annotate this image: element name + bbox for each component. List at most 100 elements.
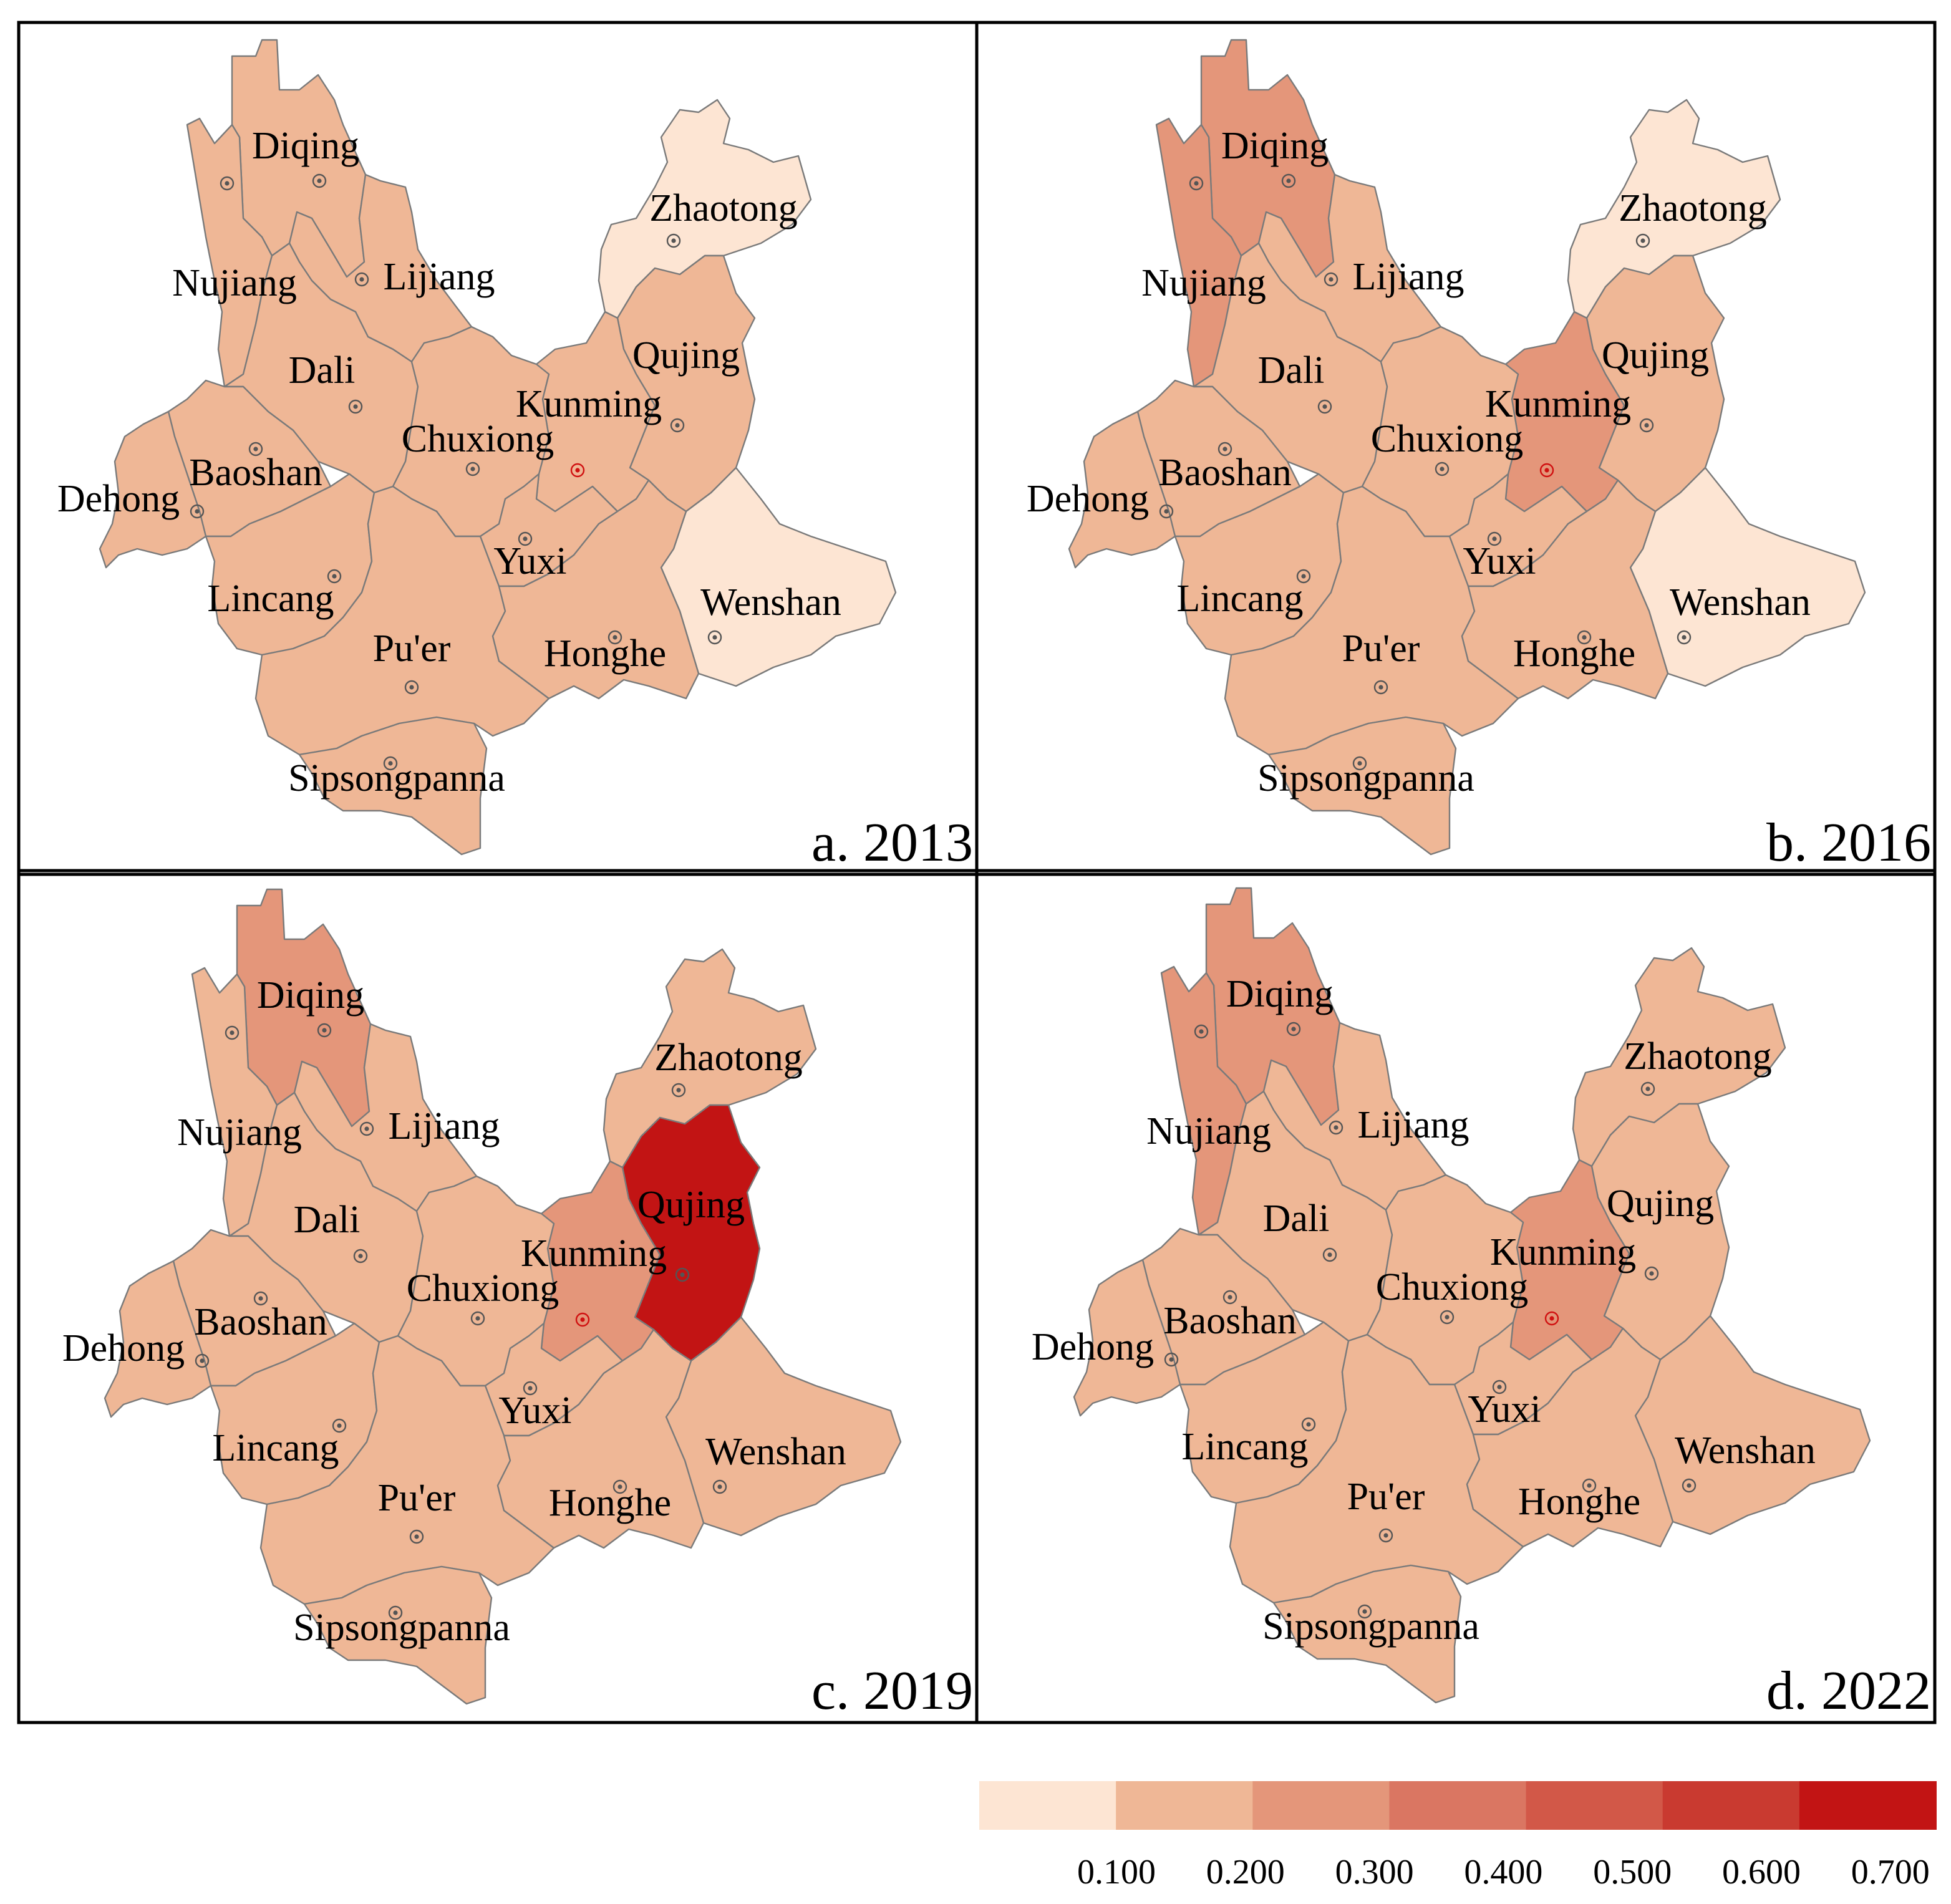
seat-marker-dot — [675, 423, 680, 428]
seat-marker-dot — [717, 1484, 722, 1489]
seat-marker — [1644, 1266, 1659, 1281]
seat-marker-dot — [1587, 1483, 1592, 1488]
region-label: Dali — [294, 1199, 361, 1241]
region-label: Baoshan — [189, 452, 322, 494]
region — [259, 1335, 555, 1605]
region-label: Pu'er — [378, 1477, 456, 1519]
seat-marker-dot — [1497, 1385, 1502, 1389]
seat-marker-dot — [1492, 536, 1497, 541]
legend-swatch — [1526, 1781, 1663, 1830]
region-label: Qujing — [1602, 334, 1709, 377]
seat-marker-dot — [332, 574, 337, 579]
seat-marker — [404, 680, 419, 695]
seat-marker — [465, 462, 480, 476]
seat-marker-dot — [617, 1484, 622, 1489]
region-label: Chuxiong — [1371, 418, 1524, 460]
seat-marker-dot — [1199, 1029, 1204, 1034]
region-label: Diqing — [252, 125, 359, 167]
seat-marker — [1324, 272, 1339, 287]
seat-marker-dot — [359, 277, 364, 282]
seat-marker — [1435, 462, 1450, 476]
seat-marker-dot — [528, 1386, 533, 1391]
seat-marker — [1492, 1380, 1507, 1394]
seat-marker — [666, 233, 681, 248]
region-label: Lincang — [1176, 577, 1303, 620]
legend-tick-label: 0.200 — [1206, 1853, 1285, 1892]
region-label: Kunming — [521, 1232, 667, 1275]
seat-marker-dot — [575, 468, 580, 473]
seat-marker-dot — [470, 466, 475, 471]
panel-label: d. 2022 — [1766, 1661, 1931, 1721]
seat-marker-dot — [393, 1610, 398, 1615]
seat-marker — [1682, 1478, 1697, 1493]
seat-marker — [1159, 504, 1174, 519]
seat-marker — [608, 630, 622, 645]
seat-marker-dot — [195, 509, 200, 514]
map-panel: Diqing Nujiang Lijiang Zhaotong Qujing Dali Ku… — [1027, 39, 1866, 856]
region — [1272, 1564, 1462, 1704]
seat-marker — [1635, 233, 1650, 248]
panel-label: a. 2013 — [811, 813, 973, 873]
seat-marker — [1352, 756, 1367, 771]
seat-marker — [575, 1312, 590, 1327]
map-panel: Diqing Nujiang Lijiang Zhaotong Qujing Dali Ku… — [57, 39, 897, 856]
seat-marker — [195, 1353, 210, 1368]
region-label: Qujing — [1607, 1182, 1714, 1225]
region-label: Chuxiong — [402, 418, 554, 460]
seat-marker-dot — [1227, 1295, 1232, 1300]
seat-marker — [1582, 1478, 1597, 1493]
region — [298, 716, 488, 856]
seat-marker-dot — [1357, 761, 1362, 766]
legend-tick-label: 0.100 — [1077, 1853, 1156, 1892]
legend-tick-label: 0.500 — [1593, 1853, 1672, 1892]
seat-marker — [1222, 1290, 1237, 1305]
legend-tick-label: 0.300 — [1335, 1853, 1414, 1892]
region — [1073, 1259, 1181, 1417]
seat-marker — [1577, 630, 1592, 645]
panel-frame — [975, 869, 1937, 1724]
region-label: Diqing — [1226, 973, 1334, 1015]
seat-marker-dot — [1164, 509, 1169, 514]
seat-marker — [518, 531, 533, 546]
seat-marker — [1373, 680, 1388, 695]
seat-marker — [670, 418, 685, 433]
seat-marker-dot — [1682, 635, 1687, 640]
legend-swatch — [1799, 1781, 1937, 1830]
region-label: Lijiang — [388, 1105, 500, 1148]
seat-marker-dot — [258, 1296, 263, 1301]
legend-swatch — [1662, 1781, 1800, 1830]
region — [254, 485, 550, 756]
seat-marker — [327, 569, 342, 584]
seat-marker — [190, 504, 205, 519]
legend-swatch — [979, 1781, 1117, 1830]
seat-marker-dot — [1286, 178, 1291, 183]
region-label: Chuxiong — [407, 1267, 559, 1310]
seat-marker-dot — [1640, 238, 1645, 243]
seat-marker — [671, 1083, 686, 1098]
seat-marker — [1329, 1120, 1343, 1135]
seat-marker-dot — [409, 685, 414, 690]
region-label: Diqing — [1221, 125, 1329, 167]
legend-tick-label: 0.600 — [1722, 1853, 1801, 1892]
seat-marker — [523, 1381, 538, 1396]
region-label: Sipsongpanna — [1262, 1605, 1479, 1648]
region-label: Pu'er — [1342, 627, 1420, 670]
seat-marker — [1301, 1417, 1316, 1432]
seat-marker-dot — [1645, 1086, 1650, 1091]
region-label: Lijiang — [383, 256, 495, 298]
seat-marker-dot — [1362, 1609, 1367, 1614]
seat-marker — [1544, 1311, 1559, 1326]
region-label: Kunming — [1485, 383, 1631, 425]
region-label: Chuxiong — [1376, 1266, 1529, 1308]
region-label: Nujiang — [1141, 262, 1266, 304]
seat-marker — [248, 442, 263, 457]
seat-marker-dot — [1445, 1315, 1450, 1320]
seat-marker-dot — [1687, 1483, 1692, 1488]
seat-marker-dot — [1644, 423, 1649, 428]
region-label: Wenshan — [1675, 1429, 1816, 1472]
region-label: Honghe — [549, 1482, 671, 1524]
region-label: Dehong — [57, 478, 180, 520]
seat-marker-dot — [388, 761, 393, 766]
region-label: Yuxi — [1468, 1388, 1541, 1431]
